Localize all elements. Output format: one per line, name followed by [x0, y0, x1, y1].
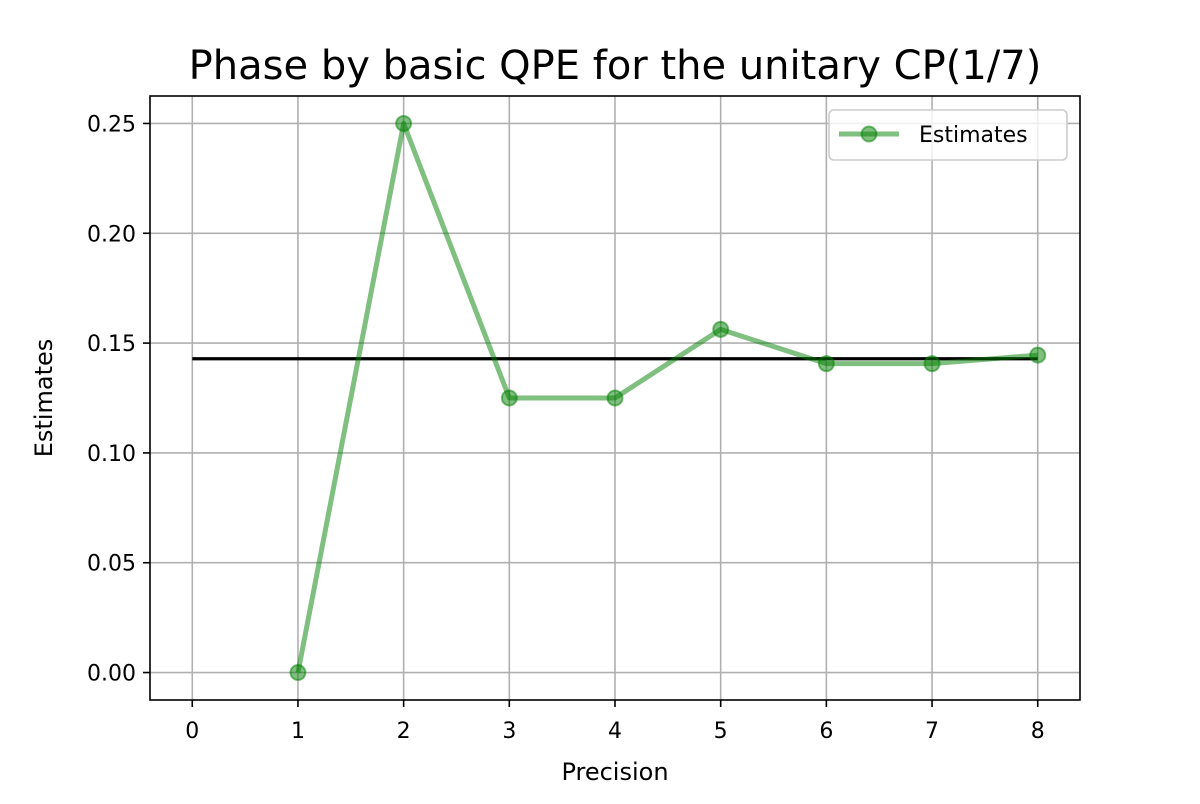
data-point: [1029, 346, 1047, 364]
data-point: [606, 389, 624, 407]
x-tick-label: 6: [819, 719, 833, 744]
series-group: [289, 114, 1047, 682]
y-tick-label: 0.10: [87, 442, 136, 467]
data-point: [923, 355, 941, 373]
data-point: [817, 355, 835, 373]
y-tick-label: 0.05: [87, 552, 136, 577]
x-tick-label: 2: [397, 719, 411, 744]
data-point: [712, 320, 730, 338]
data-point: [395, 114, 413, 132]
y-tick-label: 0.25: [87, 112, 136, 137]
legend-label: Estimates: [919, 123, 1028, 148]
legend-marker: [860, 125, 878, 143]
x-axis-label: Precision: [561, 758, 668, 786]
x-tick-label: 5: [714, 719, 728, 744]
data-point: [500, 389, 518, 407]
y-axis-label: Estimates: [30, 339, 58, 458]
data-point: [289, 664, 307, 682]
series-line: [295, 120, 1038, 674]
x-tick-label: 1: [291, 719, 305, 744]
x-tick-label: 3: [502, 719, 516, 744]
axis-ticks: 0 1 2 3 4 5 6 7 8 0.00 0.05 0.10 0.15 0.20 0.25: [87, 112, 1045, 744]
y-tick-label: 0.20: [87, 222, 136, 247]
legend: Estimates: [828, 109, 1068, 161]
chart-title: Phase by basic QPE for the unitary CP(1/…: [189, 43, 1042, 89]
legend-box: [828, 109, 1068, 161]
x-tick-label: 7: [925, 719, 939, 744]
y-tick-label: 0.00: [87, 662, 136, 687]
y-tick-label: 0.15: [87, 332, 136, 357]
x-tick-label: 4: [608, 719, 622, 744]
x-tick-label: 8: [1031, 719, 1045, 744]
x-tick-label: 0: [185, 719, 199, 744]
